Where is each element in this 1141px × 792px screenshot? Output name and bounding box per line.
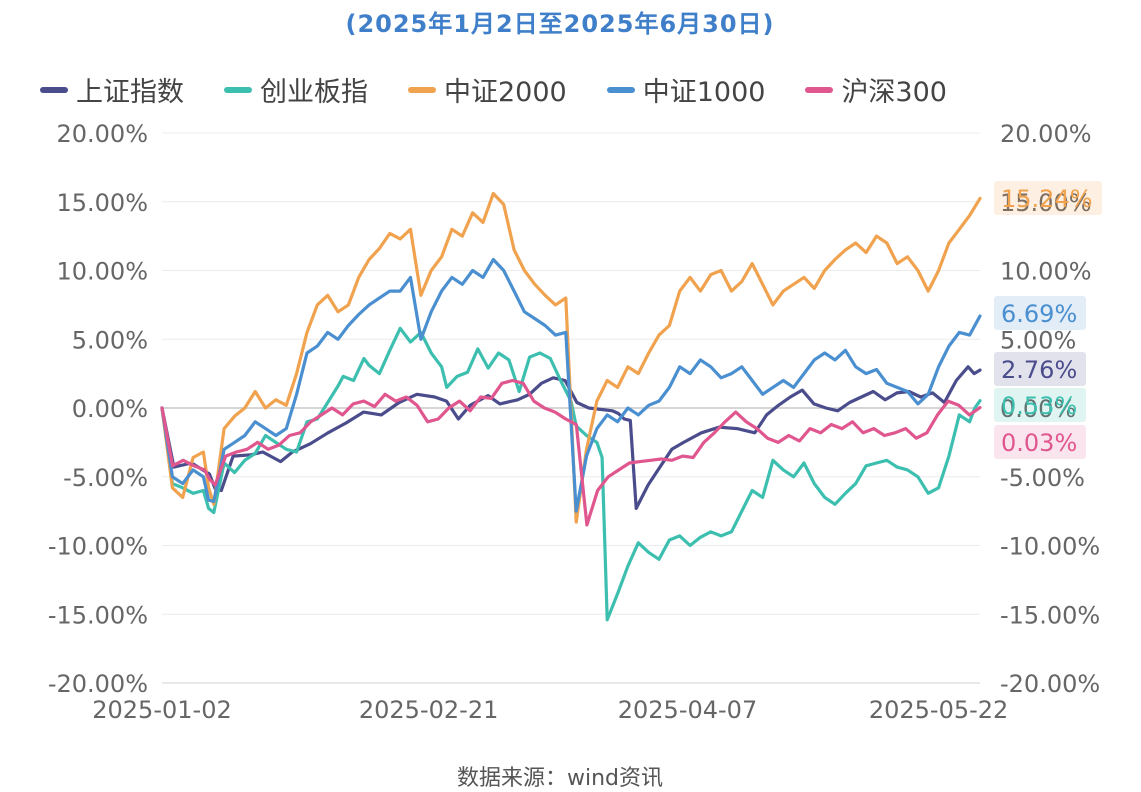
legend-item-chinext[interactable]: 创业板指 <box>224 70 368 109</box>
y-tick-label-left: -15.00% <box>48 601 148 629</box>
y-tick-label-right: 20.00% <box>1000 120 1092 148</box>
end-value-badge: 0.53% <box>994 388 1086 422</box>
y-tick-label-left: 15.00% <box>56 189 148 217</box>
legend-item-csi2000[interactable]: 中证2000 <box>408 70 567 109</box>
end-value-badge: 2.76% <box>994 352 1086 386</box>
chart-legend: 上证指数 创业板指 中证2000 中证1000 沪深300 <box>40 70 947 109</box>
series-line <box>160 257 982 513</box>
series-line <box>160 326 982 622</box>
legend-label: 沪深300 <box>841 77 947 108</box>
y-tick-label-left: 5.00% <box>72 326 148 354</box>
legend-item-csi300[interactable]: 沪深300 <box>805 70 947 109</box>
legend-label: 中证2000 <box>444 77 567 108</box>
legend-swatch <box>40 86 68 93</box>
y-tick-label-right: -5.00% <box>1000 464 1085 492</box>
data-source-note: 数据来源：wind资讯 <box>456 766 663 791</box>
y-tick-label-right: -15.00% <box>1000 601 1100 629</box>
y-tick-label-right: 5.00% <box>1000 326 1076 354</box>
y-tick-label-right: 10.00% <box>1000 258 1092 286</box>
x-tick-label: 2025-02-21 <box>359 696 498 724</box>
end-value-badge: 6.69% <box>994 296 1086 330</box>
end-value-badge: 15.24% <box>994 181 1102 215</box>
x-tick-label: 2025-04-07 <box>618 696 757 724</box>
end-value-label: 15.24% <box>1001 185 1093 213</box>
legend-label: 创业板指 <box>260 77 368 108</box>
end-value-badge: 0.03% <box>994 425 1086 459</box>
chart-subtitle: (2025年1月2日至2025年6月30日) <box>345 10 775 38</box>
end-value-label: 0.53% <box>1001 392 1077 420</box>
series-line <box>160 191 982 524</box>
legend-swatch <box>805 86 834 93</box>
y-tick-label-left: 0.00% <box>72 395 148 423</box>
y-tick-label-right: -10.00% <box>1000 533 1100 561</box>
x-tick-label: 2025-01-02 <box>92 696 231 724</box>
legend-swatch <box>606 86 635 93</box>
end-value-label: 6.69% <box>1001 300 1077 328</box>
y-tick-label-right: -20.00% <box>1000 670 1100 698</box>
y-tick-label-left: -5.00% <box>63 464 148 492</box>
legend-swatch <box>224 86 252 93</box>
y-tick-label-left: -10.00% <box>48 533 148 561</box>
series-line <box>160 378 982 527</box>
end-value-label: 0.03% <box>1001 429 1077 457</box>
x-tick-label: 2025-05-22 <box>869 696 1008 724</box>
legend-swatch <box>408 86 436 93</box>
legend-label: 中证1000 <box>642 77 766 108</box>
end-value-label: 2.76% <box>1001 356 1077 384</box>
y-tick-label-right: 0.00% <box>1000 395 1076 423</box>
series-line <box>160 365 982 510</box>
legend-item-csi1000[interactable]: 中证1000 <box>606 70 766 109</box>
legend-label: 上证指数 <box>76 77 184 108</box>
y-tick-label-left: 20.00% <box>56 120 148 148</box>
y-tick-label-left: 10.00% <box>56 258 148 286</box>
y-tick-label-left: -20.00% <box>48 670 148 698</box>
legend-item-shanghai[interactable]: 上证指数 <box>40 70 184 109</box>
y-tick-label-right: 15.00% <box>1000 189 1092 217</box>
